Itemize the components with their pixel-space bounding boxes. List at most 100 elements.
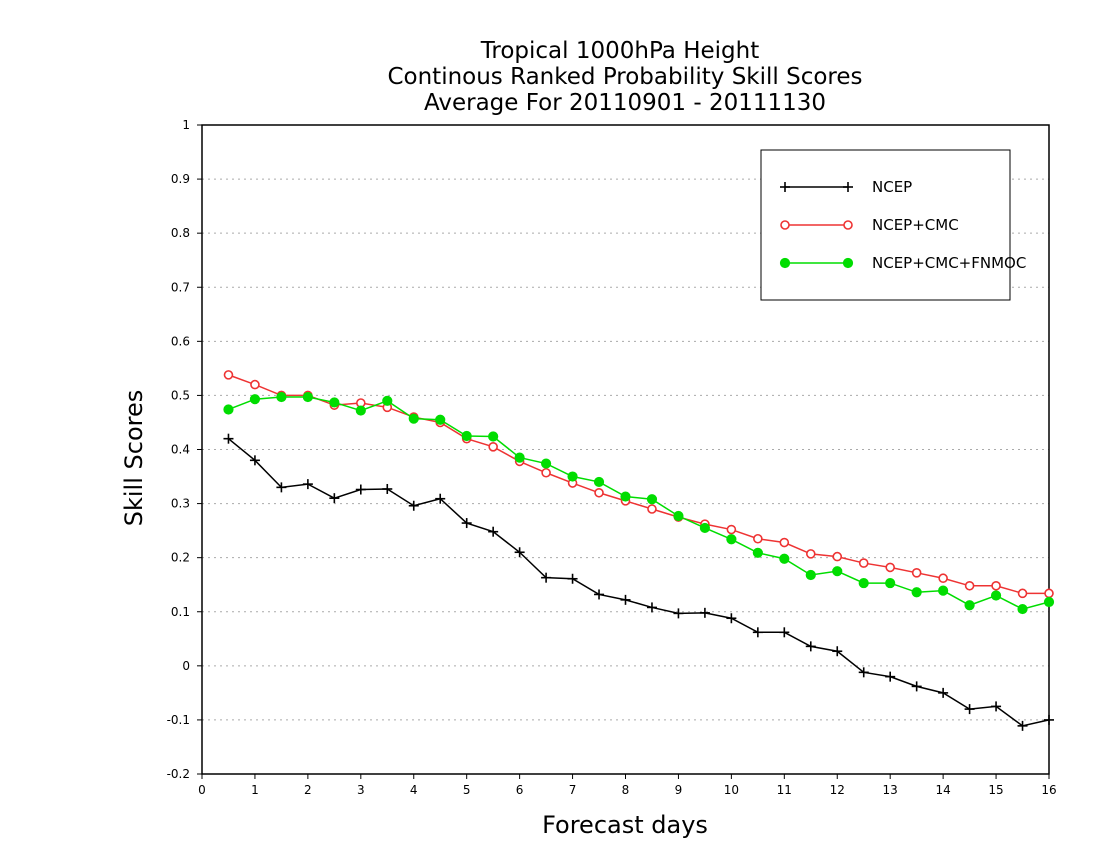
y-tick-label: 0.6 [171,334,190,348]
y-tick-label: -0.1 [167,713,190,727]
data-point [620,491,631,502]
data-point [1044,714,1054,725]
data-point [832,646,843,657]
y-tick-label: 0.5 [171,388,190,402]
x-tick-label: 7 [569,783,577,797]
y-tick-label: -0.2 [167,767,190,781]
legend-label: NCEP [872,178,912,196]
data-point [858,577,869,589]
y-tick-label: 0.7 [171,280,190,294]
data-point [355,484,366,495]
data-point [593,476,605,488]
series-1 [223,433,1054,731]
legend-marker [843,220,853,230]
data-point [329,397,340,408]
x-tick-label: 9 [675,783,683,797]
legend-label: NCEP+CMC [872,216,959,234]
data-point [779,627,790,638]
axis-ticks: -0.2-0.100.10.20.30.40.50.60.70.80.910 1 2… [167,118,1057,797]
y-tick-label: 0.1 [171,605,190,619]
data-point [540,458,552,469]
legend-entry: NCEP+CMC [780,216,959,234]
data-point [488,441,498,452]
y-tick-label: 0.4 [171,443,190,457]
data-point [382,395,393,406]
legend: NCEP NCEP+CMC NCEP+CMC+FNMOC [760,149,1026,301]
data-point [1017,720,1028,731]
data-point [885,562,895,573]
data-point [858,667,869,678]
data-point [541,572,552,583]
legend-marker [843,182,853,192]
legend-marker [842,257,854,269]
data-point [911,568,922,578]
data-point [938,687,949,698]
data-point [541,467,551,478]
x-tick-label: 8 [622,783,630,797]
data-point [699,607,710,618]
legend-entry: NCEP [780,178,912,196]
series-3 [223,391,1055,615]
data-point [1017,603,1028,615]
data-point [276,391,287,403]
x-tick-label: 2 [304,783,312,797]
data-point [223,404,234,415]
x-tick-label: 3 [357,783,365,797]
series-line [228,396,1050,610]
data-point [726,534,737,545]
data-point [594,487,604,498]
data-point [911,681,922,692]
data-point [302,479,313,490]
data-point [805,641,816,652]
data-point [250,379,260,390]
legend-marker [780,182,790,192]
data-point [858,558,869,568]
data-point [752,547,763,558]
data-point [647,504,657,514]
y-tick-label: 0.3 [171,497,190,511]
y-tick-label: 0.9 [171,172,190,186]
y-tick-label: 1 [182,118,190,132]
x-tick-label: 6 [516,783,524,797]
data-point [382,483,393,494]
title-line-3: Average For 20110901 - 20111130 [424,90,826,116]
chart-title: Tropical 1000hPa Height Continous Ranked… [387,38,862,116]
data-point [805,549,816,559]
data-point [779,553,790,564]
y-tick-label: 0.8 [171,226,190,240]
series-group [223,370,1055,731]
data-point [752,627,763,638]
data-point [355,405,366,416]
data-point [964,580,975,591]
data-point [1043,596,1055,608]
y-tick-label: 0.2 [171,551,190,565]
data-point [302,391,313,403]
data-point [726,613,737,624]
data-point [699,522,711,534]
data-point [594,589,605,600]
data-point [964,600,975,611]
data-point [779,537,790,548]
data-point [567,471,578,482]
data-point [964,704,975,715]
x-tick-label: 0 [198,783,206,797]
x-tick-label: 11 [777,783,792,797]
series-2 [223,370,1054,599]
data-point [753,533,763,544]
x-tick-label: 10 [724,783,739,797]
data-point [567,573,578,584]
data-point [276,482,287,493]
x-tick-label: 1 [251,783,259,797]
data-point [514,547,525,558]
title-line-2: Continous Ranked Probability Skill Score… [387,64,862,90]
title-line-1: Tropical 1000hPa Height [480,38,760,64]
y-tick-label: 0 [182,659,190,673]
data-point [435,493,446,504]
data-point [223,433,234,444]
data-point [435,414,446,425]
data-point [673,608,684,619]
x-axis-title: Forecast days [542,811,708,839]
legend-marker [780,220,790,230]
data-point [832,551,843,562]
